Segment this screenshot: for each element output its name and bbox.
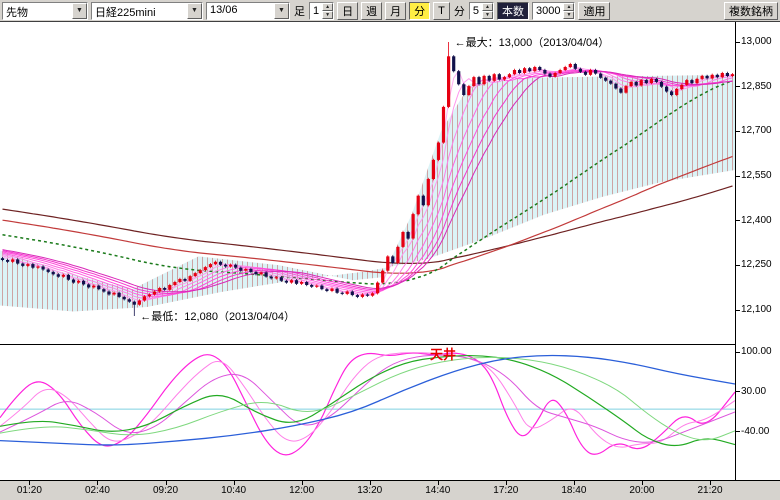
- cloud-band: [0, 74, 735, 312]
- time-axis-label: 20:00: [629, 485, 655, 496]
- minute-unit-label: 分: [453, 5, 465, 18]
- toolbar: 先物 ▼ 日経225mini ▼ 13/06 ▼ 足 1 ▲ ▼ 日 週 月 分…: [0, 0, 780, 22]
- chart-area: ←最大：13,000（2013/04/04） ←最低：12,080（2013/04…: [0, 22, 780, 500]
- symbol-select[interactable]: 日経225mini ▼: [91, 1, 203, 20]
- instrument-type-select[interactable]: 先物 ▼: [2, 1, 88, 20]
- time-axis-tick: [641, 481, 643, 485]
- candles-layer: [0, 42, 735, 316]
- price-axis-tick: [736, 130, 740, 132]
- oscillator-axis-label: 30.00: [741, 385, 767, 397]
- oscillator-axis-label: 100.00: [741, 346, 772, 357]
- ma-ribbon-line: [2, 69, 733, 296]
- spin-up-icon[interactable]: ▲: [563, 2, 575, 11]
- time-axis-tick: [165, 481, 167, 485]
- ceiling-annotation: 天井: [430, 347, 456, 362]
- time-axis-tick: [97, 481, 99, 485]
- long-ma-line: [2, 80, 733, 285]
- rci-short-2-line: [0, 352, 735, 448]
- price-axis-label: 12,100: [741, 304, 772, 315]
- max-annotation: ←最大：13,000（2013/04/04）: [455, 35, 610, 49]
- time-axis-label: 09:20: [153, 485, 179, 496]
- slow-ma-2-line: [2, 185, 733, 264]
- time-axis-label: 18:40: [561, 485, 587, 496]
- oscillator-axis-label: -40.00: [741, 425, 770, 437]
- price-axis-label: 12,700: [741, 125, 772, 137]
- rci-short-1-line: [0, 352, 735, 456]
- oscillator-axis-tick: [736, 351, 740, 353]
- minute-value: 5: [472, 5, 479, 17]
- price-axis-tick: [736, 86, 740, 88]
- time-axis-tick: [710, 481, 711, 485]
- time-axis: 01:20 02:40 09:20 10:40 12:00 13:20 14:40 17:20…: [0, 480, 780, 500]
- price-axis-label: 13,000: [741, 36, 772, 47]
- time-axis-label: 17:20: [493, 485, 519, 496]
- bars-count-value: 3000: [535, 5, 561, 17]
- time-axis-tick: [369, 481, 371, 485]
- contract-month-value: 13/06: [210, 3, 238, 16]
- ma-ribbon-line: [2, 71, 733, 293]
- minute-value-spinner[interactable]: 5 ▲ ▼: [468, 1, 494, 20]
- spin-down-icon[interactable]: ▼: [481, 10, 493, 19]
- spin-up-icon[interactable]: ▲: [322, 2, 334, 11]
- time-axis-tick: [573, 481, 575, 485]
- price-axis-tick: [736, 264, 740, 266]
- rci-mid-1-line: [0, 354, 735, 447]
- spin-down-icon[interactable]: ▼: [563, 10, 575, 19]
- time-axis-tick: [29, 481, 31, 485]
- bars-count-spinner[interactable]: 3000 ▲ ▼: [531, 1, 576, 20]
- period-tick-button[interactable]: T: [433, 1, 450, 20]
- chevron-down-icon[interactable]: ▼: [72, 2, 87, 19]
- contract-month-select[interactable]: 13/06 ▼: [206, 1, 290, 20]
- bars-count-button[interactable]: 本数: [496, 1, 529, 20]
- price-axis: 13,000 12,850 12,700 12,550 12,400 12,250 12,1…: [735, 22, 780, 480]
- time-axis-tick: [437, 481, 439, 485]
- price-axis-tick: [736, 175, 740, 177]
- interval-value: 1: [313, 5, 320, 17]
- time-axis-label: 01:20: [16, 485, 42, 496]
- period-month-button[interactable]: 月: [385, 1, 407, 20]
- oscillator-axis-tick: [736, 431, 740, 433]
- chevron-down-icon[interactable]: ▼: [187, 2, 202, 19]
- period-day-button[interactable]: 日: [337, 1, 359, 20]
- price-chart[interactable]: ←最大：13,000（2013/04/04） ←最低：12,080（2013/04…: [0, 22, 735, 345]
- panel-divider: [0, 344, 780, 345]
- oscillator-axis-tick: [736, 391, 740, 393]
- chevron-down-icon[interactable]: ▼: [274, 2, 289, 19]
- rci-mid-2-line: [0, 356, 735, 441]
- price-axis-tick: [736, 41, 740, 43]
- apply-button[interactable]: 適用: [578, 1, 611, 20]
- period-minute-button[interactable]: 分: [409, 1, 431, 20]
- time-axis-tick: [505, 481, 507, 485]
- spin-down-icon[interactable]: ▼: [322, 10, 334, 19]
- bar-type-label: 足: [294, 5, 305, 18]
- price-axis-tick: [736, 309, 740, 311]
- period-week-button[interactable]: 週: [361, 1, 383, 20]
- multi-symbol-button[interactable]: 複数銘柄: [724, 1, 778, 20]
- min-annotation: ←最低：12,080（2013/04/04）: [140, 310, 295, 323]
- rci-short-3-line: [0, 354, 735, 443]
- time-axis-label: 12:00: [289, 485, 315, 496]
- price-axis-tick: [736, 220, 740, 222]
- rci-long-line: [0, 354, 735, 446]
- time-axis-tick: [301, 481, 303, 485]
- interval-spinner[interactable]: 1 ▲ ▼: [309, 1, 335, 20]
- symbol-value: 日経225mini: [95, 6, 156, 19]
- time-axis-label: 10:40: [221, 485, 247, 496]
- spin-up-icon[interactable]: ▲: [481, 2, 493, 11]
- time-axis-label: 14:40: [425, 485, 451, 496]
- time-axis-tick: [233, 481, 235, 485]
- time-axis-label: 13:20: [357, 485, 383, 496]
- instrument-type-value: 先物: [6, 6, 28, 19]
- price-axis-label: 12,850: [741, 80, 772, 92]
- time-axis-label: 02:40: [84, 485, 110, 496]
- time-axis-label: 21:20: [697, 485, 723, 496]
- price-axis-label: 12,250: [741, 259, 772, 271]
- price-axis-label: 12,550: [741, 170, 772, 181]
- price-axis-label: 12,400: [741, 214, 772, 226]
- slow-ma-1-line: [2, 155, 733, 274]
- oscillator-chart[interactable]: 天井: [0, 345, 735, 480]
